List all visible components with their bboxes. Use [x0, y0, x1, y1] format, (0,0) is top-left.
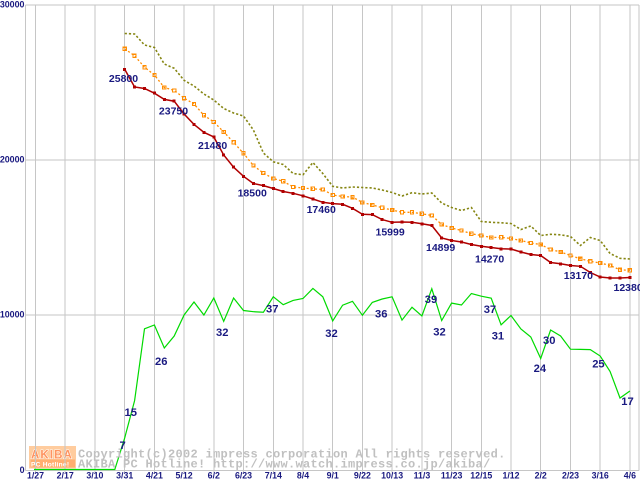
svg-text:13170: 13170	[564, 270, 593, 282]
svg-text:4/21: 4/21	[146, 471, 163, 481]
svg-text:6/2: 6/2	[208, 471, 220, 481]
svg-text:11/23: 11/23	[441, 471, 463, 481]
svg-text:8/4: 8/4	[297, 471, 309, 481]
svg-text:3/31: 3/31	[116, 471, 133, 481]
svg-text:6/23: 6/23	[235, 471, 252, 481]
svg-text:17: 17	[621, 396, 633, 408]
svg-text:14270: 14270	[475, 254, 504, 266]
svg-text:AKIBA PC Hotline! http://www.: AKIBA PC Hotline! http://www.watch.impre…	[78, 458, 491, 472]
svg-text:3/10: 3/10	[86, 471, 103, 481]
svg-text:5/12: 5/12	[176, 471, 193, 481]
svg-text:2/17: 2/17	[57, 471, 74, 481]
svg-text:30000: 30000	[0, 0, 25, 9]
svg-text:4/6: 4/6	[624, 471, 636, 481]
svg-text:12/15: 12/15	[470, 471, 492, 481]
svg-text:17460: 17460	[307, 204, 336, 216]
svg-text:31: 31	[492, 331, 504, 343]
svg-text:25800: 25800	[109, 73, 138, 85]
svg-text:37: 37	[484, 304, 496, 316]
svg-text:37: 37	[266, 304, 278, 316]
svg-text:9/1: 9/1	[327, 471, 339, 481]
svg-text:9/22: 9/22	[354, 471, 371, 481]
svg-text:12380: 12380	[614, 282, 640, 294]
svg-text:PC Hotline!: PC Hotline!	[31, 461, 69, 468]
svg-text:2/23: 2/23	[562, 471, 579, 481]
svg-text:1/12: 1/12	[502, 471, 519, 481]
svg-text:11/3: 11/3	[414, 471, 431, 481]
svg-text:3/16: 3/16	[592, 471, 609, 481]
svg-text:32: 32	[325, 328, 337, 340]
svg-text:18500: 18500	[238, 187, 267, 199]
svg-text:25: 25	[592, 359, 604, 371]
svg-text:36: 36	[375, 308, 387, 320]
svg-text:10/13: 10/13	[381, 471, 403, 481]
svg-text:39: 39	[425, 294, 437, 306]
svg-text:24: 24	[534, 363, 547, 375]
svg-text:1/27: 1/27	[27, 471, 44, 481]
svg-text:32: 32	[433, 327, 445, 339]
svg-text:32: 32	[216, 327, 228, 339]
svg-text:21480: 21480	[198, 140, 227, 152]
svg-text:14899: 14899	[426, 242, 455, 254]
svg-text:15: 15	[125, 407, 137, 419]
svg-text:23750: 23750	[159, 106, 188, 118]
svg-text:20000: 20000	[0, 154, 25, 164]
svg-text:26: 26	[155, 356, 167, 368]
svg-text:AKIBA: AKIBA	[31, 450, 73, 462]
svg-text:0: 0	[20, 465, 25, 475]
svg-text:7/14: 7/14	[265, 471, 282, 481]
svg-text:15999: 15999	[376, 226, 405, 238]
svg-text:2/2: 2/2	[535, 471, 547, 481]
svg-text:10000: 10000	[0, 310, 25, 320]
svg-text:30: 30	[543, 335, 555, 347]
